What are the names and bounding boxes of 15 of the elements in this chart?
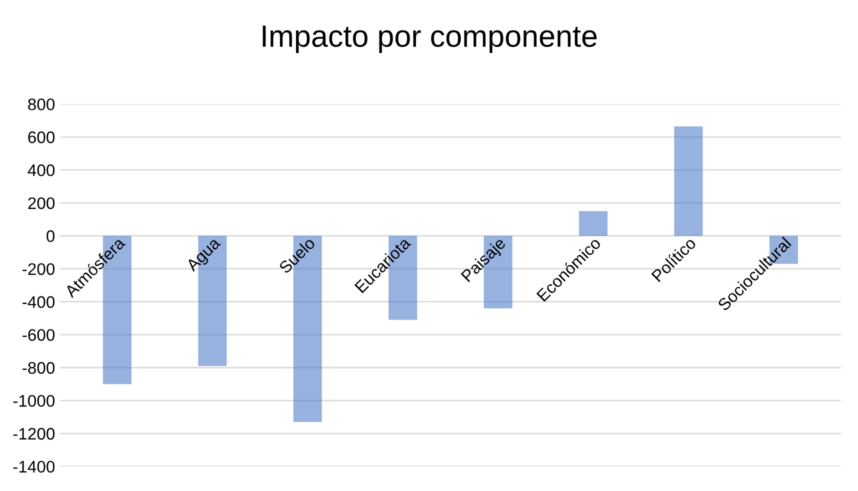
y-tick-label: -200: [22, 263, 55, 276]
y-tick-label: -1400: [13, 460, 55, 473]
y-tick-label: 0: [46, 230, 55, 242]
y-tick-label: 600: [28, 131, 55, 144]
y-tick-label: -400: [22, 296, 55, 308]
bar: [578, 211, 608, 236]
y-tick-label: 800: [28, 98, 55, 110]
y-tick-label: -1200: [13, 428, 55, 440]
y-tick-label: -1000: [13, 394, 55, 407]
bar: [674, 126, 703, 236]
y-tick-label: 200: [28, 197, 55, 210]
y-tick-label: -800: [22, 362, 55, 374]
y-tick-label: 400: [28, 164, 55, 176]
y-tick-label: -600: [22, 329, 55, 341]
chart-title: Impacto por componente: [262, 26, 597, 54]
